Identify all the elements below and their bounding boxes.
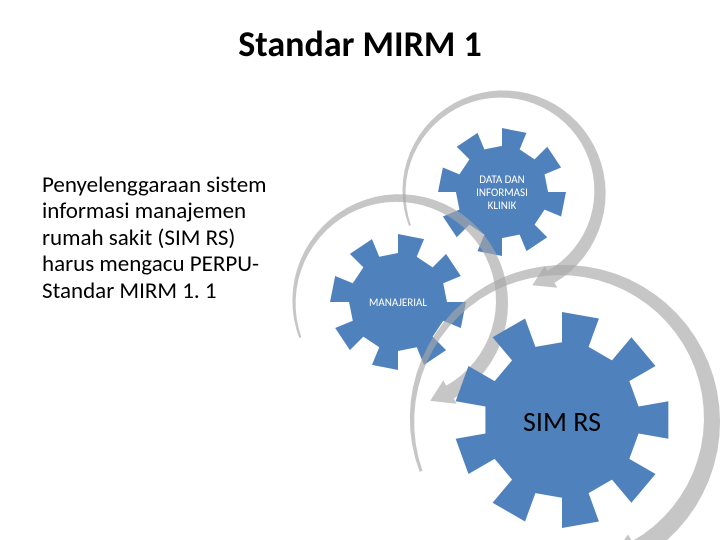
body-paragraph: Penyelenggaraan sistem informasi manajem… [42, 172, 270, 304]
gear-diagram: DATA DANINFORMASIKLINIKMANAJERIALSIM RS [280, 120, 720, 540]
slide-title: Standar MIRM 1 [0, 22, 720, 66]
gear-big-label: SIM RS [454, 404, 670, 439]
slide: Standar MIRM 1 Penyelenggaraan sistem in… [0, 0, 720, 540]
